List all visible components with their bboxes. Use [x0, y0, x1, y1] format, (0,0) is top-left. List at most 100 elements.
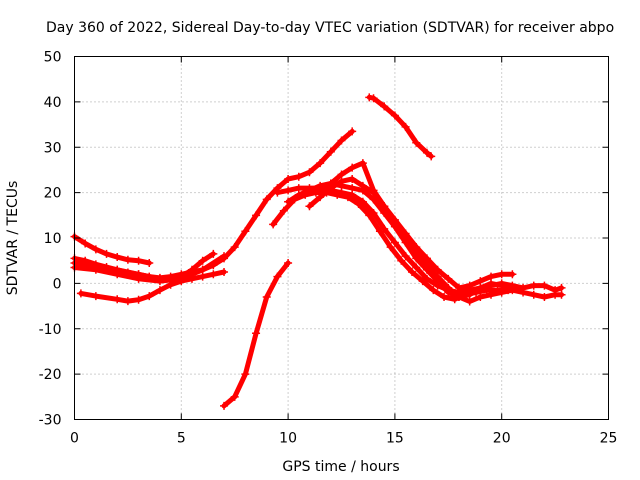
data-point: [540, 281, 549, 290]
x-tick-label: 10: [279, 431, 297, 447]
data-point: [412, 138, 421, 147]
data-point: [343, 193, 352, 202]
y-tick-label: -20: [39, 367, 62, 383]
data-point: [294, 184, 303, 193]
data-point: [412, 243, 421, 252]
data-point: [418, 277, 427, 286]
data-point: [284, 197, 293, 206]
data-point: [333, 190, 342, 199]
data-point: [444, 274, 453, 283]
data-point: [412, 263, 421, 272]
grid-lines: [74, 56, 609, 420]
data-point: [337, 177, 346, 186]
data-point: [305, 202, 314, 211]
data-point: [145, 292, 154, 301]
data-point: [241, 227, 250, 236]
data-point: [390, 238, 399, 247]
data-point: [91, 292, 100, 301]
data-point: [305, 186, 314, 195]
data-point: [91, 265, 100, 274]
data-point: [166, 280, 175, 289]
data-point: [294, 190, 303, 199]
data-point: [429, 286, 438, 295]
data-point: [476, 277, 485, 286]
data-point: [497, 270, 506, 279]
x-axis-title: GPS time / hours: [282, 459, 399, 475]
data-point: [401, 122, 410, 131]
data-point: [465, 290, 474, 299]
data-point: [348, 175, 357, 184]
data-point: [529, 290, 538, 299]
data-point: [123, 255, 132, 264]
data-point: [209, 249, 218, 258]
data-point: [220, 401, 229, 410]
data-point: [454, 283, 463, 292]
data-point: [284, 258, 293, 267]
data-point: [220, 252, 229, 261]
data-point: [123, 297, 132, 306]
x-tick-label: 5: [177, 431, 186, 447]
data-point: [529, 281, 538, 290]
data-point: [316, 188, 325, 197]
data-point: [284, 175, 293, 184]
data-point: [348, 184, 357, 193]
data-point: [397, 256, 406, 265]
y-tick-label: 0: [53, 276, 62, 292]
data-point: [358, 159, 367, 168]
data-point: [401, 252, 410, 261]
data-point: [209, 270, 218, 279]
data-point: [113, 270, 122, 279]
data-point: [284, 186, 293, 195]
data-point: [380, 202, 389, 211]
data-point: [407, 268, 416, 277]
data-point: [380, 102, 389, 111]
data-point: [401, 229, 410, 238]
data-point: [465, 297, 474, 306]
y-tick-label: 20: [44, 186, 62, 202]
y-tick-label: 30: [44, 140, 62, 156]
data-point: [273, 188, 282, 197]
data-point: [91, 245, 100, 254]
series-line-arc-12: [366, 94, 434, 159]
data-point: [380, 224, 389, 233]
data-point: [519, 288, 528, 297]
data-point: [476, 292, 485, 301]
data-point: [230, 392, 239, 401]
data-point: [134, 295, 143, 304]
data-point: [198, 256, 207, 265]
data-point: [102, 249, 111, 258]
y-tick-label: 50: [44, 50, 62, 66]
data-point: [369, 94, 378, 103]
data-point: [508, 286, 517, 295]
data-point: [433, 265, 442, 274]
data-point: [241, 370, 250, 379]
data-point: [540, 292, 549, 301]
axis-ticks: 0 5 10 15 20 25 -30 -20 -10 0 10 20 30 40 50: [39, 50, 618, 447]
data-point: [198, 272, 207, 281]
data-point: [440, 292, 449, 301]
x-tick-label: 0: [70, 431, 79, 447]
data-point: [497, 281, 506, 290]
data-point: [454, 292, 463, 301]
data-point: [134, 256, 143, 265]
y-axis-title: SDTVAR / TECUs: [5, 181, 21, 296]
x-tick-label: 15: [386, 431, 404, 447]
data-point: [76, 289, 85, 298]
data-point: [348, 163, 357, 172]
data-point: [433, 272, 442, 281]
data-point: [337, 170, 346, 179]
data-point: [422, 254, 431, 263]
data-point: [365, 211, 374, 220]
data-point: [294, 172, 303, 181]
data-point: [375, 227, 384, 236]
data-point: [316, 159, 325, 168]
data-point: [557, 283, 566, 292]
y-tick-label: -10: [39, 322, 62, 338]
data-point: [155, 286, 164, 295]
data-point: [252, 329, 261, 338]
y-tick-label: 10: [44, 231, 62, 247]
data-point: [269, 220, 278, 229]
data-point: [487, 279, 496, 288]
data-point: [337, 136, 346, 145]
data-point: [427, 152, 436, 161]
